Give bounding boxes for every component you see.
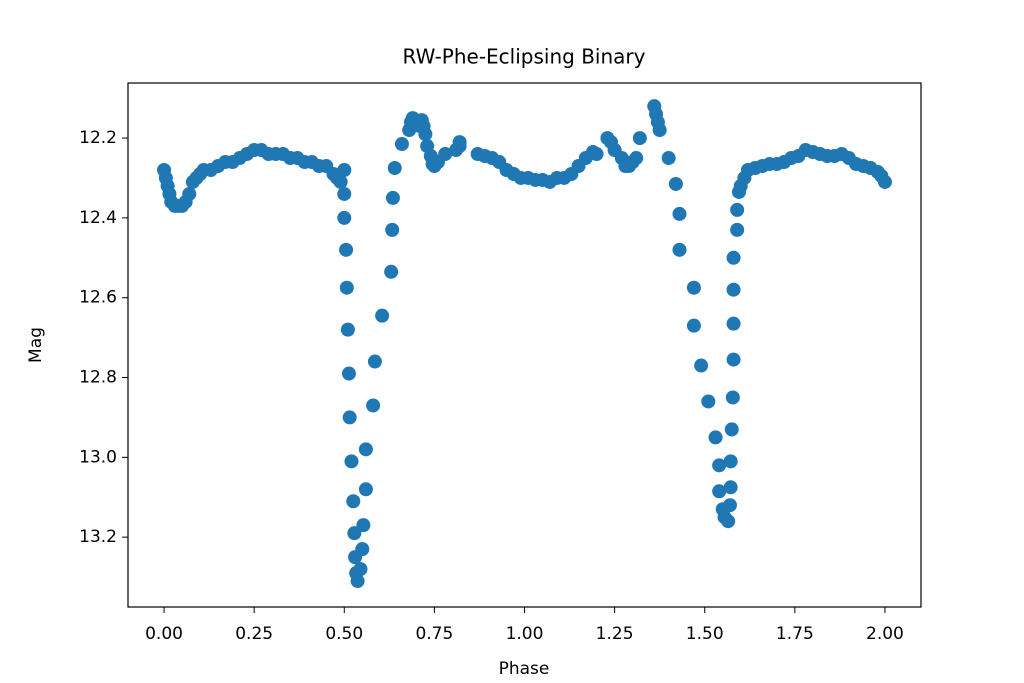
point: [385, 222, 400, 237]
point: [358, 442, 373, 457]
point: [337, 210, 352, 225]
y-tick-label: 12.8: [79, 368, 117, 388]
point: [672, 206, 687, 221]
point: [346, 494, 361, 509]
x-tick-label: 0.50: [325, 624, 363, 644]
point: [686, 318, 701, 333]
x-tick-label: 2.00: [866, 624, 904, 644]
point: [589, 147, 604, 162]
y-tick-label: 12.2: [79, 128, 117, 148]
x-tick-label: 1.75: [776, 624, 814, 644]
y-tick-label: 13.2: [79, 527, 117, 547]
point: [661, 151, 676, 166]
point: [701, 394, 716, 409]
point: [452, 139, 467, 154]
point: [694, 358, 709, 373]
y-axis-title: Mag: [26, 327, 46, 363]
x-tick-label: 0.75: [415, 624, 453, 644]
point: [721, 514, 736, 529]
point: [726, 282, 741, 297]
point: [367, 354, 382, 369]
y-tick-label: 12.4: [79, 208, 117, 228]
point: [652, 123, 667, 138]
x-tick-label: 0.25: [235, 624, 273, 644]
x-tick-label: 1.50: [686, 624, 724, 644]
point: [394, 137, 409, 152]
point: [668, 176, 683, 191]
point: [877, 174, 892, 189]
point: [730, 222, 745, 237]
point: [182, 186, 197, 201]
point: [375, 308, 390, 323]
point: [418, 127, 433, 142]
point: [726, 352, 741, 367]
point: [723, 454, 738, 469]
point: [333, 174, 348, 189]
point: [339, 242, 354, 257]
point: [632, 131, 647, 146]
point: [708, 430, 723, 445]
point: [730, 202, 745, 217]
point: [722, 498, 737, 513]
chart-title: RW-Phe-Eclipsing Binary: [403, 45, 646, 69]
point: [387, 161, 402, 176]
y-tick-label: 13.0: [79, 447, 117, 467]
point: [337, 186, 352, 201]
point: [726, 316, 741, 331]
point: [350, 574, 365, 589]
point: [723, 480, 738, 495]
y-tick-label: 12.6: [79, 288, 117, 308]
point: [366, 398, 381, 413]
point: [347, 526, 362, 541]
point: [384, 264, 399, 279]
point: [629, 151, 644, 166]
point: [344, 454, 359, 469]
point: [385, 190, 400, 205]
x-axis-title: Phase: [499, 659, 550, 679]
point: [672, 242, 687, 257]
point: [337, 163, 352, 178]
x-tick-label: 0.00: [145, 624, 183, 644]
point: [686, 280, 701, 295]
point: [353, 562, 368, 577]
point: [355, 542, 370, 557]
x-tick-label: 1.00: [506, 624, 544, 644]
point: [339, 280, 354, 295]
point: [724, 422, 739, 437]
point: [712, 484, 727, 499]
plot-frame: [127, 82, 922, 608]
point: [725, 390, 740, 405]
point: [341, 366, 356, 381]
point: [726, 250, 741, 265]
point: [438, 147, 453, 162]
point: [358, 482, 373, 497]
point: [340, 322, 355, 337]
point: [356, 518, 371, 533]
x-tick-label: 1.25: [596, 624, 634, 644]
point: [342, 410, 357, 425]
point: [712, 458, 727, 473]
